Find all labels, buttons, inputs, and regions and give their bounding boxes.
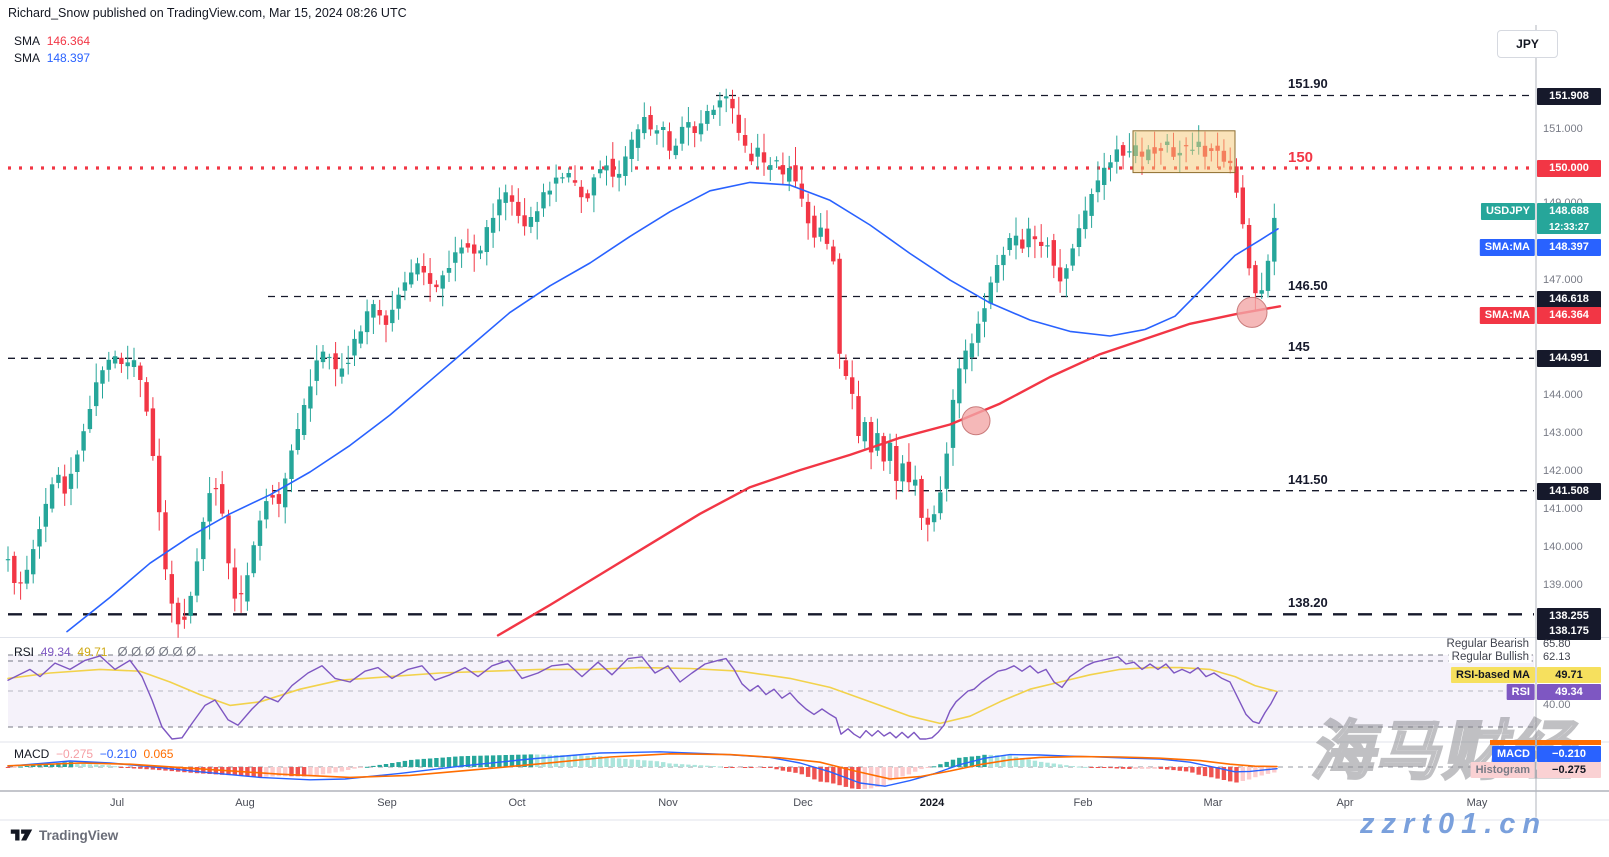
price-tick: 141.000 <box>1543 503 1583 515</box>
sma1-label: SMA <box>14 34 41 48</box>
circle-annotations <box>961 296 1268 436</box>
series-name-tag: SMA:MA <box>1479 238 1535 256</box>
price-tag: 150.000 <box>1537 159 1601 177</box>
price-tick: 143.000 <box>1543 427 1583 439</box>
price-tag: 138.175 <box>1537 622 1601 640</box>
currency-unit-button[interactable]: JPY <box>1497 30 1558 58</box>
macd-pane <box>5 751 1534 789</box>
sma1-value: 146.364 <box>46 34 91 48</box>
level-price-label: 141.50 <box>1288 472 1328 487</box>
publish-title: Richard_Snow published on TradingView.co… <box>8 6 407 20</box>
series-name-tag: USDJPY <box>1480 203 1535 220</box>
time-axis-month-label: 2024 <box>919 797 945 809</box>
macd-label: MACD <box>14 747 50 761</box>
price-tag: 148.688 12:33:27 <box>1537 202 1601 234</box>
rsi-empty-slots: Ø Ø Ø Ø Ø Ø <box>117 644 197 659</box>
legend-sma-50: SMA 148.397 <box>14 51 90 65</box>
price-tag-time: 12:33:27 <box>1548 221 1590 233</box>
price-tick: 140.000 <box>1543 541 1583 553</box>
series-name-tag: SMA:MA <box>1479 306 1535 324</box>
time-axis-month-label: Dec <box>793 797 813 809</box>
pane-dividers <box>0 25 1609 821</box>
tradingview-logo-icon <box>10 829 33 841</box>
rsi-legend: RSI 49.34 49.71 Ø Ø Ø Ø Ø Ø <box>14 644 196 659</box>
price-tag: 144.991 <box>1537 349 1601 367</box>
level-price-label: 146.50 <box>1288 278 1328 293</box>
sma2-label: SMA <box>14 51 41 65</box>
price-tag: 146.618 <box>1537 290 1601 308</box>
price-tick: 151.000 <box>1543 123 1583 135</box>
price-tick: 144.000 <box>1543 389 1583 401</box>
macd-line-value: −0.210 <box>99 747 137 761</box>
time-axis-month-label: Apr <box>1336 797 1354 809</box>
signal-tag-strip <box>1490 740 1535 745</box>
macd-legend: MACD −0.275 −0.210 0.065 <box>14 747 173 761</box>
level-price-label: 151.90 <box>1288 76 1328 91</box>
brand-text: TradingView <box>39 827 119 843</box>
macd-name-tag: Histogram <box>1470 762 1535 778</box>
price-tag: 148.397 <box>1537 238 1601 256</box>
rsi-name-tag: RSI-based MA <box>1451 667 1535 683</box>
rsi-divergence-label: Regular Bullish <box>1448 651 1532 663</box>
support-resistance-lines <box>8 94 1534 616</box>
time-axis-month-label: Aug <box>235 797 255 809</box>
rsi-divergence-value: 65.80 <box>1543 638 1571 650</box>
level-price-label: 138.20 <box>1288 595 1328 610</box>
tradingview-brand: TradingView <box>10 827 118 843</box>
signal-value-strip <box>1537 740 1601 745</box>
rsi-value-tag: 49.34 <box>1537 684 1601 700</box>
candlestick-series <box>5 88 1277 638</box>
time-axis-month-label: Feb <box>1073 797 1093 809</box>
legend-sma-200: SMA 146.364 <box>14 34 90 48</box>
price-tag: 146.364 <box>1537 306 1601 324</box>
level-price-label: 145 <box>1288 339 1310 354</box>
rsi-value: 49.34 <box>40 645 71 659</box>
time-axis-month-label: Sep <box>377 797 397 809</box>
time-axis-month-label: Oct <box>508 797 526 809</box>
price-tick: 142.000 <box>1543 465 1583 477</box>
macd-value-tag: −0.275 <box>1537 762 1601 778</box>
time-axis-month-label: May <box>1466 797 1488 809</box>
macd-signal-value: 0.065 <box>143 747 174 761</box>
sma-200-line <box>496 305 1282 637</box>
macd-hist-value: −0.275 <box>56 747 94 761</box>
price-tag: 151.908 <box>1537 87 1601 105</box>
sma-50-line <box>66 181 1279 633</box>
rsi-label: RSI <box>14 645 35 659</box>
rsi-divergence-value: 62.13 <box>1543 651 1571 663</box>
rsi-divergence-label: Regular Bearish <box>1443 638 1532 650</box>
price-tag: 138.255 <box>1537 607 1601 625</box>
rsi-name-tag: RSI <box>1506 684 1535 700</box>
level-price-label: 150 <box>1288 149 1314 166</box>
rsi-scale-tick: 40.00 <box>1543 699 1571 711</box>
time-axis-month-label: Nov <box>658 797 678 809</box>
rsi-ma-value: 49.71 <box>77 645 108 659</box>
sma2-value: 148.397 <box>46 51 91 65</box>
price-tag: 141.508 <box>1537 482 1601 500</box>
macd-name-tag: MACD <box>1492 746 1535 762</box>
price-tick: 139.000 <box>1543 579 1583 591</box>
rsi-pane <box>7 654 1534 740</box>
time-axis-month-label: Mar <box>1203 797 1223 809</box>
macd-value-tag: −0.210 <box>1537 746 1601 762</box>
consolidation-box-annotation <box>1132 130 1236 174</box>
price-tick: 147.000 <box>1543 274 1583 286</box>
rsi-value-tag: 49.71 <box>1537 667 1601 683</box>
time-axis-month-label: Jul <box>109 797 125 809</box>
